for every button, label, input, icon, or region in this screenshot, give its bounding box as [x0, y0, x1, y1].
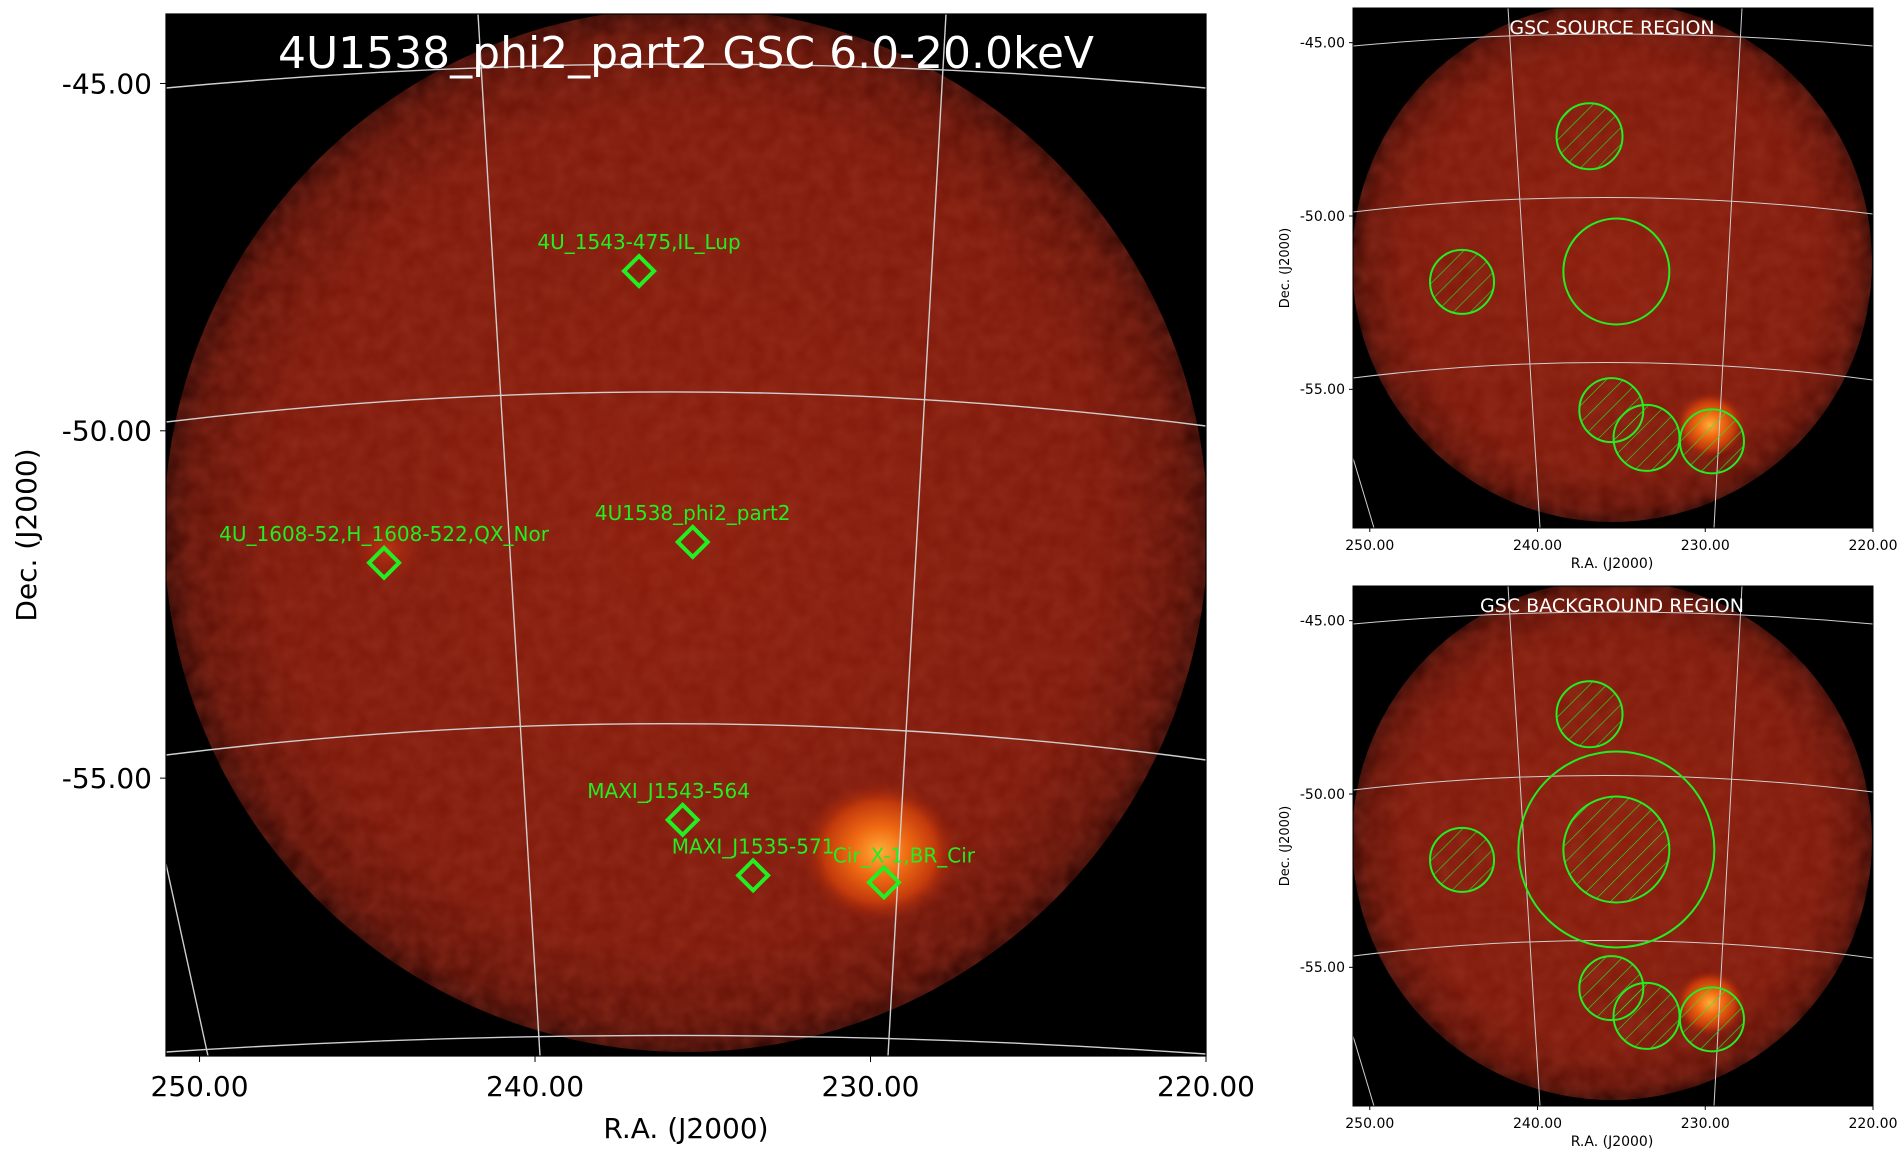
y-tick-label: -55.00 [1300, 960, 1345, 976]
x-tick-label: 230.00 [1681, 538, 1730, 554]
source-marker-4u-1543-475-il-lup [621, 253, 657, 289]
bkg-title: GSC BACKGROUND REGION [1480, 595, 1744, 617]
y-tick-label: -55.00 [62, 762, 152, 795]
y-tick-label: -45.00 [1300, 614, 1345, 630]
source-label-4u1538-phi2-part2: 4U1538_phi2_part2 [595, 501, 791, 525]
source-marker-maxi-j1535-571 [735, 857, 771, 894]
bkg-image-border [1352, 585, 1874, 1107]
exclusion-region-maxi-j1535-571 [1612, 403, 1681, 472]
exclusion-region-cir-x-1-br-cir [1678, 986, 1745, 1053]
y-tick-label: -45.00 [1300, 36, 1345, 52]
src-image-border [1352, 7, 1874, 529]
main-title: 4U1538_phi2_part2 GSC 6.0-20.0keV [278, 28, 1094, 79]
exclusion-region-4u-1543-475-il-lup [1555, 102, 1624, 171]
src-ylabel: Dec. (J2000) [1278, 228, 1293, 308]
x-tick-label: 240.00 [486, 1070, 584, 1103]
source-marker-4u1538-phi2-part2 [674, 524, 711, 560]
src-regions [1429, 102, 1745, 475]
bkg-y-ticks: -45.00 -50.00 -55.00 [1300, 614, 1353, 976]
main-bright-source-glow [800, 780, 960, 924]
main-x-ticks: 250.00 240.00 230.00 220.00 [151, 1056, 1255, 1103]
y-tick-label: -55.00 [1300, 382, 1345, 398]
main-source-markers: 4U_1543-475,IL_Lup 4U_1608-52,H_1608-522,… [219, 230, 976, 901]
main-y-ticks: -45.00 -50.00 -55.00 [62, 67, 166, 795]
x-tick-label: 250.00 [1345, 538, 1394, 554]
source-marker-cir-x-1-br-cir [866, 864, 902, 901]
exclusion-region-4u1538-phi2-part2 [1562, 795, 1671, 904]
x-tick-label: 220.00 [1849, 1116, 1898, 1132]
source-extraction-region [1562, 217, 1671, 326]
source-region-panel: GSC SOURCE REGION 250.00 240.00 230.00 220.… [1278, 7, 1898, 572]
main-panel: 4U_1543-475,IL_Lup 4U_1608-52,H_1608-522,… [10, 13, 1255, 1145]
background-region-panel: GSC BACKGROUND REGION 250.00 240.00 230.00… [1278, 585, 1898, 1150]
src-xlabel: R.A. (J2000) [1571, 556, 1654, 572]
main-ylabel: Dec. (J2000) [10, 448, 43, 621]
source-marker-maxi-j1543-564 [664, 801, 701, 838]
x-tick-label: 230.00 [822, 1070, 920, 1103]
bkg-xlabel: R.A. (J2000) [1571, 1134, 1654, 1150]
exclusion-region-4u-1608-52-h-1608-522-qx-nor [1429, 826, 1496, 893]
source-marker-4u-1608-52-h-1608-522-qx-nor [366, 544, 402, 581]
bkg-ylabel: Dec. (J2000) [1278, 806, 1293, 886]
main-image-border [165, 13, 1207, 1057]
bkg-regions [1429, 680, 1745, 1053]
source-label-4u-1543-475-il-lup: 4U_1543-475,IL_Lup [537, 230, 740, 254]
exclusion-region-4u-1608-52-h-1608-522-qx-nor [1429, 248, 1496, 315]
y-tick-label: -45.00 [62, 67, 152, 100]
x-tick-label: 240.00 [1513, 538, 1562, 554]
source-label-cir-x-1-br-cir: Cir_X-1,BR_Cir [833, 843, 976, 867]
src-title: GSC SOURCE REGION [1509, 17, 1714, 39]
x-tick-label: 250.00 [151, 1070, 249, 1103]
x-tick-label: 220.00 [1157, 1070, 1255, 1103]
x-tick-label: 220.00 [1849, 538, 1898, 554]
source-label-4u-1608-52-h-1608-522-qx-nor: 4U_1608-52,H_1608-522,QX_Nor [219, 522, 550, 546]
background-annulus-outer [1517, 750, 1716, 949]
x-tick-label: 250.00 [1345, 1116, 1394, 1132]
main-coordinate-grid [166, 14, 1206, 1056]
y-tick-label: -50.00 [1300, 787, 1345, 803]
main-xlabel: R.A. (J2000) [603, 1112, 768, 1145]
x-tick-label: 230.00 [1681, 1116, 1730, 1132]
y-tick-label: -50.00 [62, 415, 152, 448]
exclusion-region-4u-1543-475-il-lup [1555, 680, 1624, 749]
source-label-maxi-j1535-571: MAXI_J1535-571 [672, 834, 835, 858]
y-tick-label: -50.00 [1300, 209, 1345, 225]
exclusion-region-cir-x-1-br-cir [1678, 408, 1745, 475]
x-tick-label: 240.00 [1513, 1116, 1562, 1132]
source-label-maxi-j1543-564: MAXI_J1543-564 [587, 779, 750, 803]
src-y-ticks: -45.00 -50.00 -55.00 [1300, 36, 1353, 398]
exclusion-region-maxi-j1535-571 [1612, 981, 1681, 1050]
bkg-x-ticks: 250.00 240.00 230.00 220.00 [1345, 1106, 1898, 1132]
src-x-ticks: 250.00 240.00 230.00 220.00 [1345, 528, 1898, 554]
